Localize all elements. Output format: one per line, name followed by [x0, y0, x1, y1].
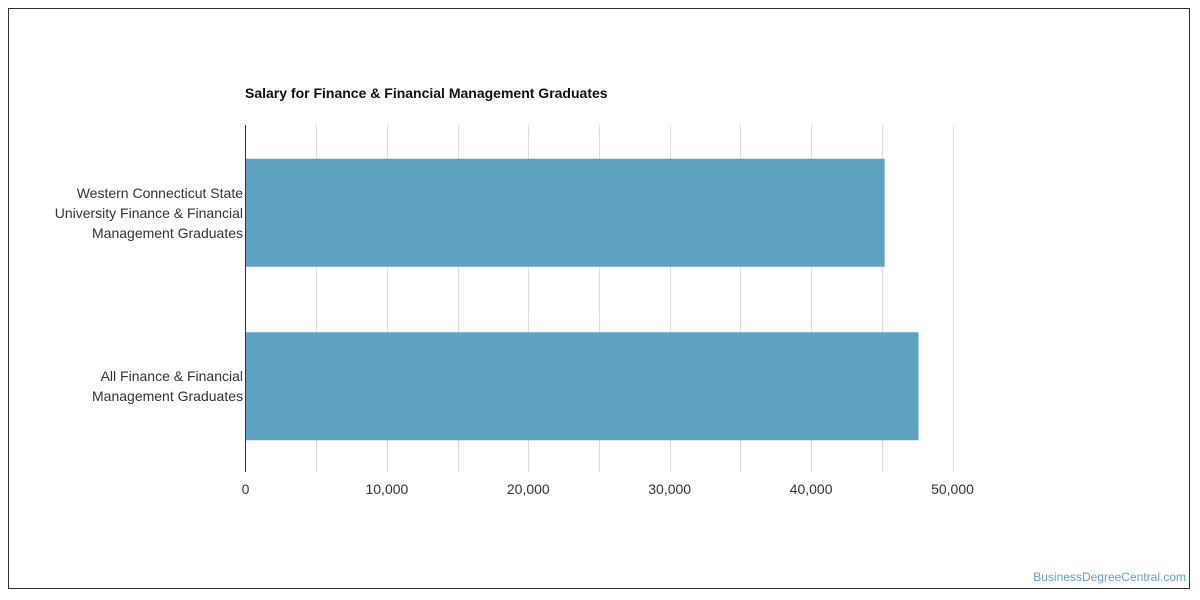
x-tick-label: 40,000: [789, 481, 833, 497]
bar[interactable]: [245, 158, 885, 267]
bars: [245, 158, 919, 441]
category-label-line: Management Graduates: [92, 388, 243, 405]
category-label: All Finance & Financial Management Gradua…: [92, 366, 243, 406]
x-tick-label: 30,000: [648, 481, 692, 497]
x-tick-label: 10,000: [365, 481, 409, 497]
category-label-line: All Finance & Financial: [100, 368, 243, 385]
category-label-line: Management Graduates: [92, 224, 243, 241]
x-tick-label: 50,000: [931, 481, 974, 497]
bar[interactable]: [245, 332, 919, 441]
watermark[interactable]: BusinessDegreeCentral.com: [1033, 570, 1186, 584]
category-label: Western Connecticut State University Fina…: [55, 183, 243, 243]
x-tick-label: 20,000: [506, 481, 550, 497]
category-label-line: University Finance & Financial: [54, 204, 243, 221]
category-label-line: Western Connecticut State: [76, 184, 243, 201]
chart-title: Salary for Finance & Financial Managemen…: [245, 85, 608, 101]
x-tick-label: 0: [241, 481, 250, 497]
